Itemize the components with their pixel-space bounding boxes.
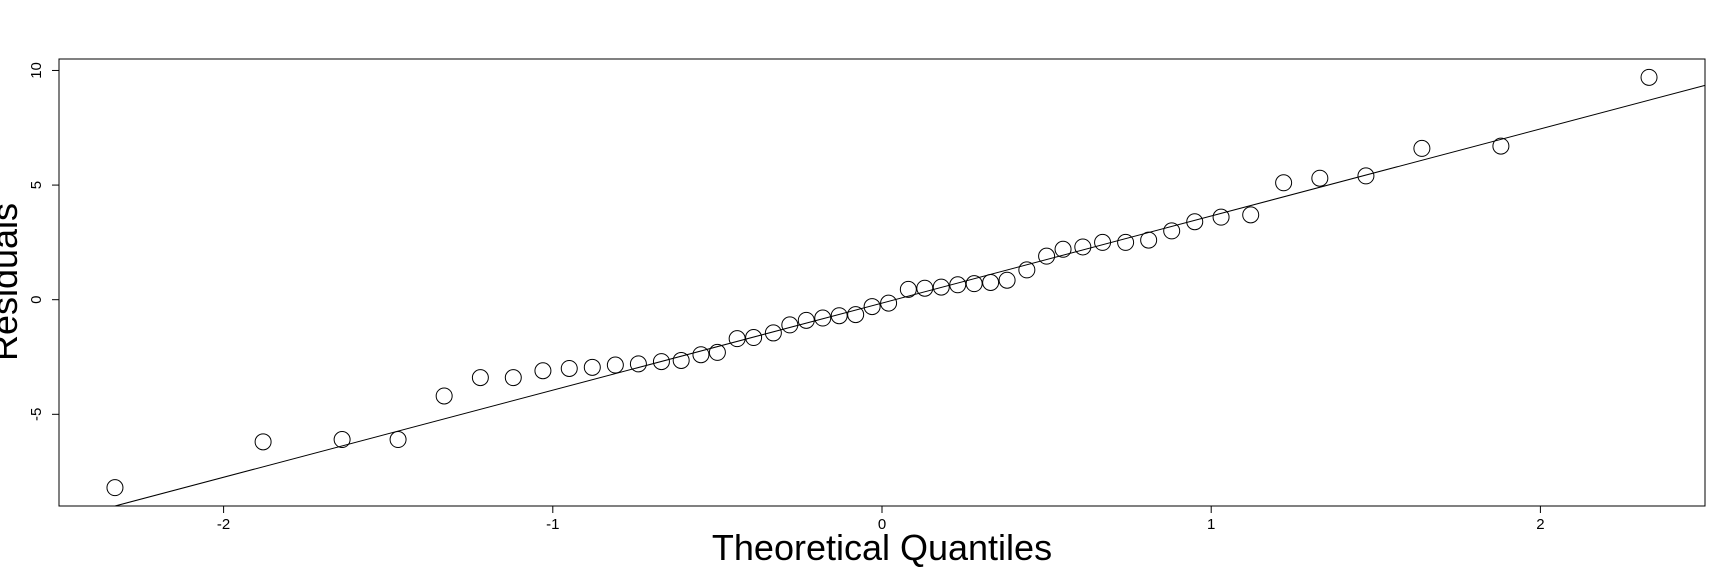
data-point-24 (847, 306, 865, 324)
data-point-2 (254, 433, 272, 451)
data-point-28 (916, 279, 934, 297)
data-point-33 (998, 271, 1016, 289)
x-axis-title: Theoretical Quantiles (712, 527, 1052, 568)
data-point-9 (560, 359, 578, 377)
data-point-38 (1094, 233, 1112, 251)
y-tick-label: 5 (28, 181, 45, 189)
reference-line-layer (114, 84, 1706, 507)
data-point-14 (672, 351, 690, 369)
data-point-43 (1212, 208, 1230, 226)
data-point-5 (435, 387, 453, 405)
x-tick-label: 0 (878, 516, 886, 533)
data-point-18 (745, 329, 763, 347)
data-point-36 (1054, 240, 1072, 258)
data-point-17 (728, 330, 746, 348)
y-axis: -5 0 5 10 (28, 62, 59, 421)
data-point-13 (652, 353, 670, 371)
data-point-7 (504, 369, 522, 387)
data-point-32 (982, 274, 1000, 291)
data-point-1 (106, 479, 124, 497)
data-point-4 (389, 431, 407, 449)
data-point-46 (1311, 169, 1329, 187)
data-point-22 (814, 309, 832, 327)
data-point-49 (1492, 137, 1510, 155)
data-point-30 (949, 276, 967, 294)
y-tick-label: 0 (28, 296, 45, 304)
data-point-8 (534, 362, 552, 380)
data-point-39 (1117, 233, 1135, 251)
data-point-6 (471, 369, 489, 387)
data-point-19 (764, 324, 782, 342)
plot-area-frame (58, 58, 1706, 507)
data-point-41 (1163, 222, 1181, 240)
data-point-31 (965, 275, 983, 293)
data-point-27 (899, 280, 917, 298)
qq-reference-line (114, 84, 1706, 507)
data-point-12 (629, 355, 647, 373)
data-point-16 (708, 343, 726, 361)
data-point-42 (1186, 213, 1204, 231)
x-tick-label: 1 (1207, 516, 1215, 533)
x-axis: -2 -1 0 1 2 (217, 506, 1545, 533)
data-point-11 (606, 356, 624, 374)
x-tick-label: -1 (546, 516, 559, 533)
data-point-50 (1640, 68, 1658, 86)
data-point-26 (880, 294, 898, 312)
data-point-47 (1357, 167, 1375, 185)
data-point-44 (1242, 206, 1260, 224)
data-point-35 (1038, 247, 1056, 265)
x-tick-label: -2 (217, 516, 230, 533)
data-point-34 (1018, 261, 1036, 279)
y-tick-label: -5 (28, 408, 45, 421)
y-tick-label: 10 (28, 62, 45, 79)
data-point-48 (1413, 139, 1431, 157)
data-point-3 (333, 431, 351, 449)
data-point-23 (830, 307, 848, 325)
data-point-29 (932, 278, 950, 296)
points-layer (106, 68, 1658, 497)
data-point-40 (1140, 231, 1158, 249)
data-point-37 (1074, 238, 1092, 256)
data-point-10 (583, 358, 601, 376)
data-point-25 (863, 298, 881, 316)
data-point-20 (781, 316, 799, 334)
x-tick-label: 2 (1536, 516, 1544, 533)
data-point-21 (797, 311, 815, 329)
data-point-45 (1275, 174, 1293, 192)
data-point-15 (692, 346, 710, 364)
y-axis-title: Residuals (0, 203, 25, 361)
